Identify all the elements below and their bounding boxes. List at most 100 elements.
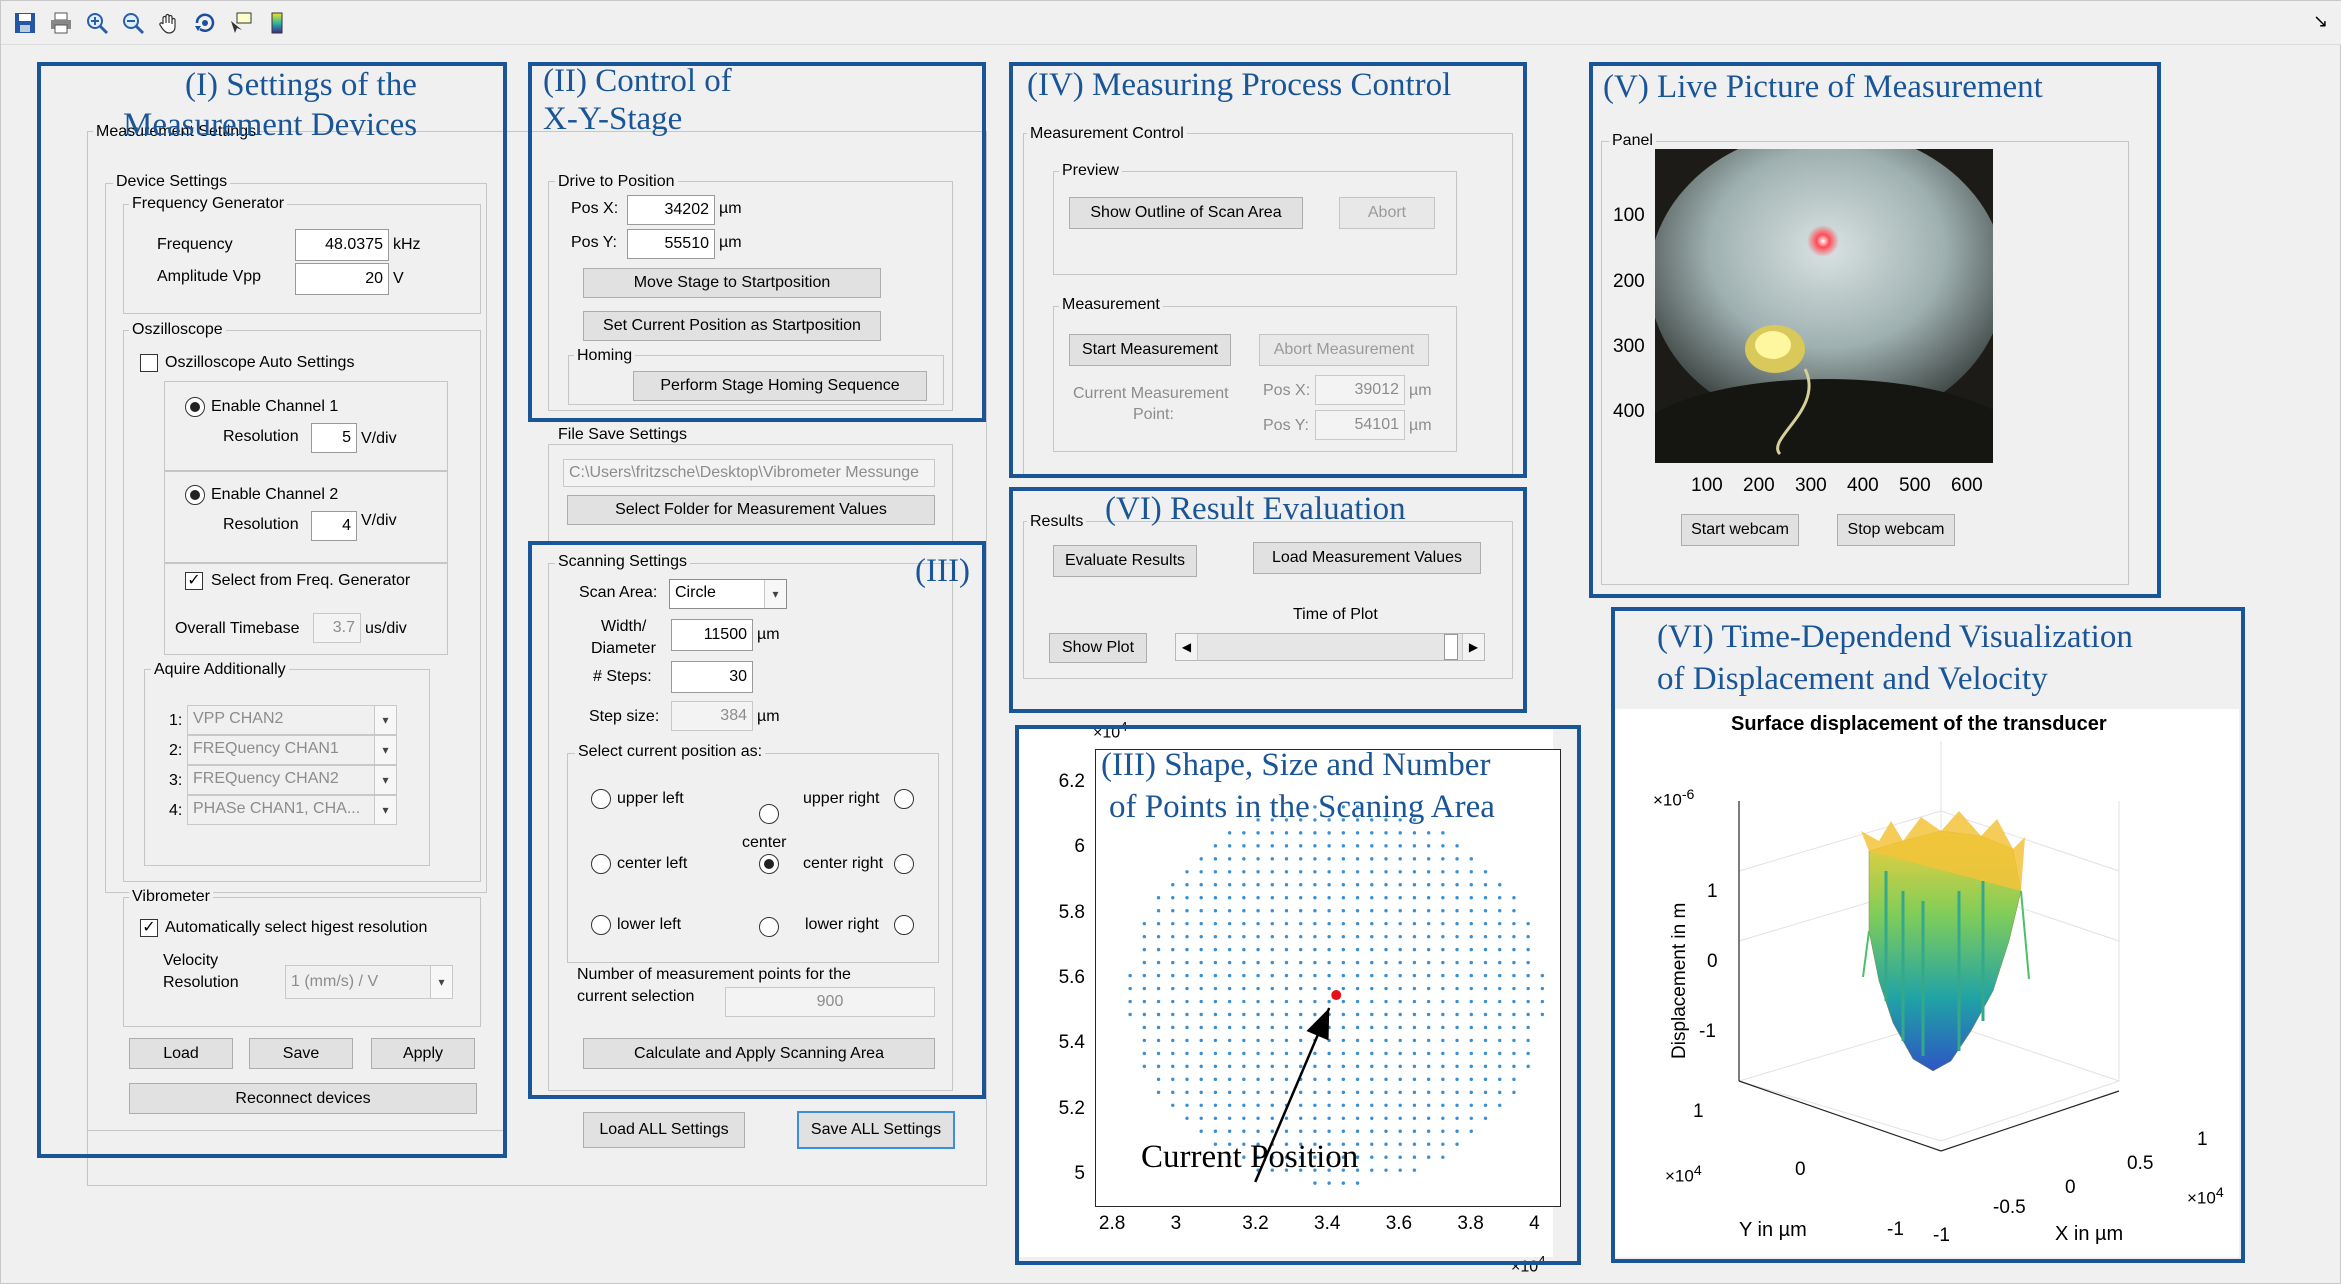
scan-area-select[interactable]: Circle ▾ <box>669 579 787 609</box>
scan-point <box>1242 831 1246 835</box>
scan-point <box>1313 805 1317 809</box>
upper-left-radio[interactable] <box>591 789 611 809</box>
scan-point <box>1441 1129 1445 1133</box>
scan-point <box>1355 909 1360 913</box>
zoom-out-icon[interactable] <box>119 9 147 37</box>
scan-point <box>1185 1064 1189 1069</box>
colorbar-icon[interactable] <box>263 9 291 37</box>
scan-point <box>1242 973 1246 978</box>
evaluate-results-button[interactable]: Evaluate Results <box>1053 545 1197 577</box>
center-right-radio[interactable] <box>894 854 914 874</box>
scan-point <box>1341 973 1346 978</box>
load-all-settings-button[interactable]: Load ALL Settings <box>583 1112 745 1148</box>
scan-point <box>1469 921 1473 926</box>
scan-point <box>1213 1012 1218 1017</box>
enable-channel1-radio[interactable] <box>185 397 205 417</box>
scan-point <box>1370 1051 1374 1056</box>
amplitude-input[interactable]: 20 <box>295 263 389 295</box>
scan-point <box>1384 896 1388 900</box>
start-measurement-button[interactable]: Start Measurement <box>1069 334 1231 366</box>
lower-left-radio[interactable] <box>591 915 611 935</box>
scan-point <box>1412 1168 1417 1172</box>
time-slider[interactable]: ◀ ▶ <box>1175 633 1485 661</box>
center-radio-top[interactable] <box>759 804 779 824</box>
channel1-resolution-input[interactable]: 5 <box>311 423 357 453</box>
scan-point <box>1426 1090 1431 1095</box>
scan-point <box>1483 896 1488 900</box>
show-outline-button[interactable]: Show Outline of Scan Area <box>1069 197 1303 229</box>
center-left-radio[interactable] <box>591 854 611 874</box>
scan-point <box>1171 896 1175 900</box>
live-y-tick: 100 <box>1613 205 1645 226</box>
velocity-resolution-value: 1 (mm/s) / V <box>291 973 379 990</box>
scan-point <box>1512 1090 1516 1095</box>
start-webcam-button[interactable]: Start webcam <box>1681 514 1799 546</box>
pos-x-input[interactable]: 34202 <box>627 195 715 225</box>
auto-highest-resolution-checkbox[interactable]: ✓ <box>140 919 158 937</box>
zoom-in-icon[interactable] <box>83 9 111 37</box>
scan-point <box>1142 1064 1147 1069</box>
stop-webcam-button[interactable]: Stop webcam <box>1837 514 1955 546</box>
scan-point <box>1370 960 1374 965</box>
scan-point <box>1398 999 1402 1004</box>
scan-point <box>1355 1051 1360 1056</box>
enable-channel2-radio[interactable] <box>185 485 205 505</box>
move-stage-button[interactable]: Move Stage to Startposition <box>583 268 881 298</box>
load-button[interactable]: Load <box>129 1038 233 1069</box>
save-button[interactable]: Save <box>249 1038 353 1069</box>
scan-point <box>1199 1025 1203 1030</box>
save-all-settings-button[interactable]: Save ALL Settings <box>797 1111 955 1149</box>
load-measurement-values-button[interactable]: Load Measurement Values <box>1253 542 1481 574</box>
slider-right-arrow-icon[interactable]: ▶ <box>1462 634 1484 660</box>
scanning-settings-title: Scanning Settings <box>555 553 690 571</box>
calculate-scanning-area-button[interactable]: Calculate and Apply Scanning Area <box>583 1038 935 1069</box>
scan-point <box>1441 921 1445 926</box>
scan-point <box>1270 844 1274 848</box>
show-plot-button[interactable]: Show Plot <box>1049 633 1147 663</box>
set-startposition-button[interactable]: Set Current Position as Startposition <box>583 311 881 341</box>
undock-arrow-icon[interactable]: ↘ <box>2313 11 2329 31</box>
frequency-input[interactable]: 48.0375 <box>295 229 389 261</box>
scan-point <box>1469 947 1473 952</box>
scan-point-grid <box>1128 805 1545 1185</box>
steps-input[interactable]: 30 <box>671 661 753 693</box>
oscilloscope-auto-checkbox[interactable] <box>140 354 158 372</box>
channel2-resolution-input[interactable]: 4 <box>311 511 357 541</box>
scan-x-tick: 3.4 <box>1314 1213 1341 1234</box>
pan-hand-icon[interactable] <box>155 9 183 37</box>
measurement-settings-title: Measurement Settings <box>93 123 260 141</box>
rotate-3d-icon[interactable] <box>191 9 219 37</box>
width-input[interactable]: 11500 <box>671 619 753 651</box>
scan-point <box>1355 1181 1360 1185</box>
scan-point <box>1355 818 1360 822</box>
apply-button[interactable]: Apply <box>371 1038 475 1069</box>
lower-center-radio[interactable] <box>759 917 779 937</box>
scan-point <box>1142 973 1147 978</box>
scan-point <box>1426 831 1431 835</box>
scan-point <box>1512 1077 1516 1082</box>
slider-left-arrow-icon[interactable]: ◀ <box>1176 634 1198 660</box>
scan-point <box>1284 973 1289 978</box>
upper-right-radio[interactable] <box>894 789 914 809</box>
homing-button[interactable]: Perform Stage Homing Sequence <box>633 371 927 401</box>
scan-point <box>1227 934 1232 939</box>
select-folder-button[interactable]: Select Folder for Measurement Values <box>567 495 935 525</box>
select-from-freq-generator-checkbox[interactable]: ✓ <box>185 572 203 590</box>
acquire-select-value: VPP CHAN2 <box>193 710 284 727</box>
lower-right-radio[interactable] <box>894 915 914 935</box>
pos-y-input[interactable]: 55510 <box>627 229 715 259</box>
scan-point <box>1213 1025 1218 1030</box>
print-icon[interactable] <box>47 9 75 37</box>
data-cursor-icon[interactable] <box>227 9 255 37</box>
scan-point <box>1256 960 1260 965</box>
scan-point <box>1355 1103 1360 1107</box>
slider-thumb[interactable] <box>1444 634 1458 660</box>
channel2-panel <box>164 471 448 563</box>
reconnect-devices-button[interactable]: Reconnect devices <box>129 1083 477 1114</box>
scan-point <box>1355 1142 1360 1146</box>
scan-point <box>1426 1038 1431 1043</box>
center-radio[interactable] <box>759 854 779 874</box>
scan-point <box>1284 921 1289 926</box>
save-icon[interactable] <box>11 9 39 37</box>
acquire-select-3: FREQuency CHAN2 ▾ <box>187 765 397 795</box>
